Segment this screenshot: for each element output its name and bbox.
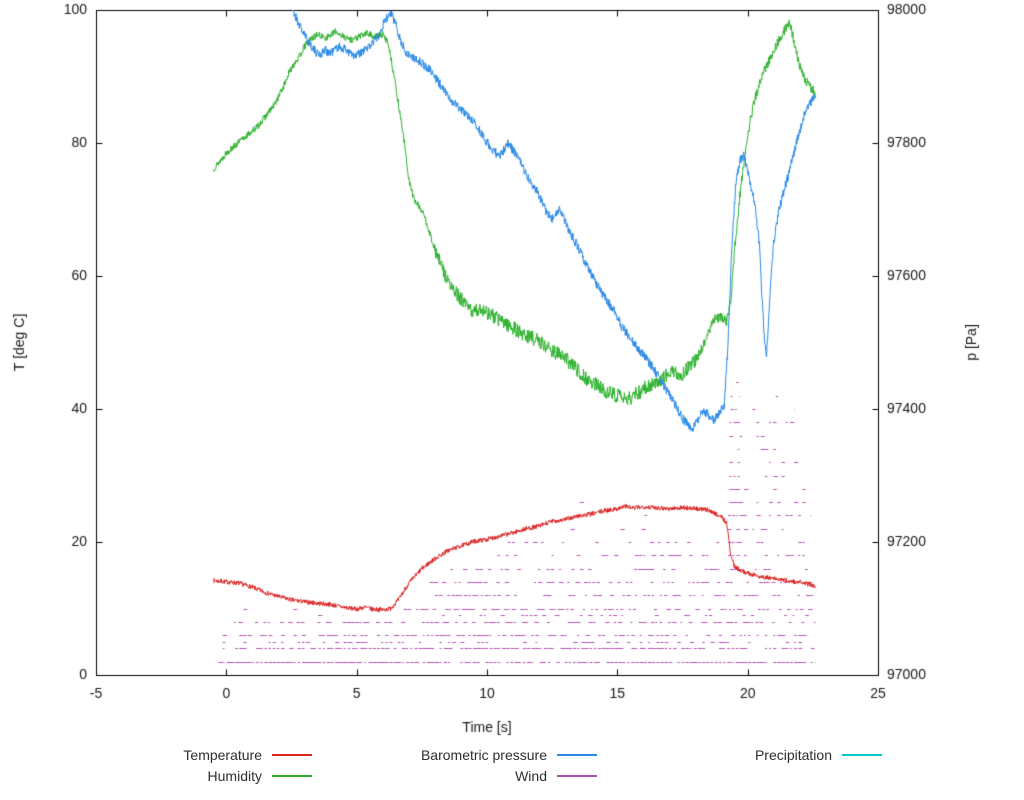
legend-item-wind: Wind <box>312 765 597 786</box>
legend-label-wind: Wind <box>515 767 547 784</box>
legend-label-temperature: Temperature <box>183 746 262 763</box>
legend-line-sample-temperature <box>272 753 312 756</box>
legend-line-sample-humidity <box>272 774 312 777</box>
weather-chart-canvas <box>0 0 1024 740</box>
legend-item-humidity: Humidity <box>0 765 312 786</box>
legend-item-precipitation: Precipitation <box>597 744 882 765</box>
legend-line-sample-barometric-pressure <box>557 753 597 756</box>
legend-item-barometric-pressure: Barometric pressure <box>312 744 597 765</box>
legend-label-humidity: Humidity <box>207 767 262 784</box>
legend-label-barometric-pressure: Barometric pressure <box>420 746 547 763</box>
legend-line-sample-precipitation <box>842 753 882 756</box>
legend-line-sample-wind <box>557 774 597 777</box>
legend-label-precipitation: Precipitation <box>754 746 832 763</box>
chart-legend: Temperature Humidity Barometric pressure… <box>0 744 1024 786</box>
legend-item-temperature: Temperature <box>0 744 312 765</box>
